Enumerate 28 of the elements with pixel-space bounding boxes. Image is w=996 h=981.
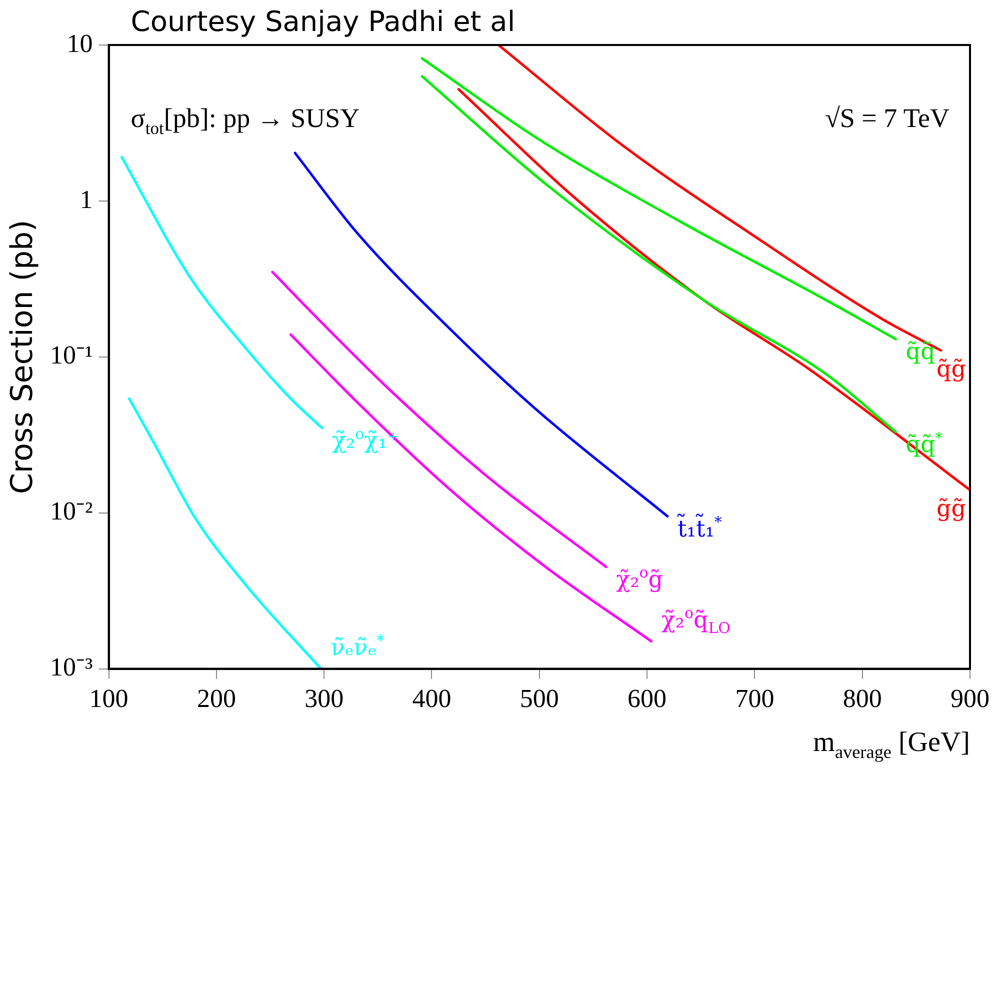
series-label: t̃₁t̃₁* — [676, 513, 722, 542]
line-series — [420, 75, 897, 434]
series-label: g̃g̃ — [936, 496, 966, 522]
x-tick-label: 800 — [842, 684, 882, 714]
series-label: ν̃ₑν̃ₑ* — [330, 632, 385, 661]
y-tick-label: 10⁻¹ — [50, 340, 93, 370]
series-label: q̃q̃ — [906, 339, 936, 366]
x-tick-label: 600 — [628, 684, 667, 714]
text: Courtesy Sanjay Padhi et al — [130, 5, 516, 38]
y-tick-label: 1 — [80, 184, 93, 214]
x-tick-label: 500 — [520, 684, 559, 714]
y-tick-label: 10 — [66, 28, 93, 58]
y-axis-title: Cross Section (pb) — [4, 220, 40, 494]
line-series — [271, 270, 608, 568]
x-tick-label: 400 — [412, 684, 452, 714]
x-tick-label: 900 — [950, 684, 990, 714]
line-series — [120, 156, 324, 430]
series-label: q̃g̃ — [936, 356, 966, 382]
x-tick-label: 200 — [196, 684, 236, 714]
y-tick-label: 10⁻² — [50, 496, 93, 526]
x-tick-label: 100 — [89, 684, 128, 714]
x-tick-label: 300 — [304, 684, 344, 714]
line-series — [294, 152, 669, 518]
x-tick-label: 700 — [735, 684, 774, 714]
line-series — [420, 57, 897, 340]
line-series — [128, 397, 322, 669]
annotation: √S = 7 TeV — [825, 103, 950, 133]
y-tick-label: 10⁻³ — [50, 652, 93, 682]
